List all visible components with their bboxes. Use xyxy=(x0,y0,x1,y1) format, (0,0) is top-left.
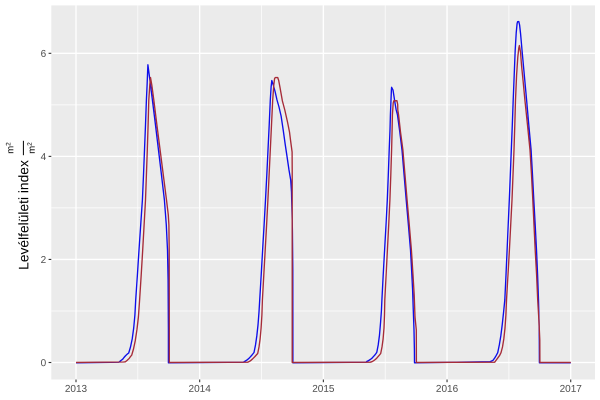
svg-text:2017: 2017 xyxy=(560,384,583,395)
svg-text:m2: m2 xyxy=(5,142,17,154)
svg-text:6: 6 xyxy=(41,49,47,60)
svg-text:2: 2 xyxy=(41,255,47,266)
svg-text:2014: 2014 xyxy=(189,384,212,395)
svg-text:2016: 2016 xyxy=(436,384,459,395)
svg-text:Levélfelületi index: Levélfelületi index xyxy=(16,160,31,270)
svg-text:0: 0 xyxy=(41,358,47,369)
svg-text:2015: 2015 xyxy=(312,384,335,395)
svg-text:4: 4 xyxy=(41,152,47,163)
svg-text:m2: m2 xyxy=(26,142,38,154)
svg-text:2013: 2013 xyxy=(65,384,88,395)
